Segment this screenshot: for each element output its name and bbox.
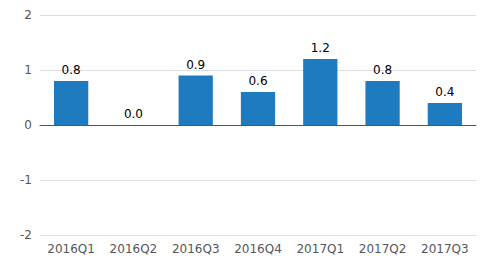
svg-text:0.0: 0.0 (124, 107, 143, 121)
svg-text:1: 1 (24, 63, 32, 77)
svg-text:2016Q4: 2016Q4 (234, 242, 282, 256)
svg-text:-2: -2 (20, 228, 32, 242)
svg-text:0: 0 (24, 118, 32, 132)
svg-text:2016Q3: 2016Q3 (172, 242, 220, 256)
svg-text:1.2: 1.2 (311, 41, 330, 55)
svg-text:0.4: 0.4 (435, 85, 454, 99)
svg-text:0.9: 0.9 (186, 58, 205, 72)
svg-text:0.6: 0.6 (248, 74, 267, 88)
svg-text:2017Q1: 2017Q1 (296, 242, 344, 256)
svg-text:2016Q1: 2016Q1 (47, 242, 95, 256)
svg-text:2016Q2: 2016Q2 (110, 242, 158, 256)
svg-text:2017Q2: 2017Q2 (359, 242, 407, 256)
svg-text:2: 2 (24, 8, 32, 22)
svg-text:2017Q3: 2017Q3 (421, 242, 469, 256)
svg-text:-1: -1 (20, 173, 32, 187)
svg-text:0.8: 0.8 (373, 63, 392, 77)
svg-text:0.8: 0.8 (62, 63, 81, 77)
